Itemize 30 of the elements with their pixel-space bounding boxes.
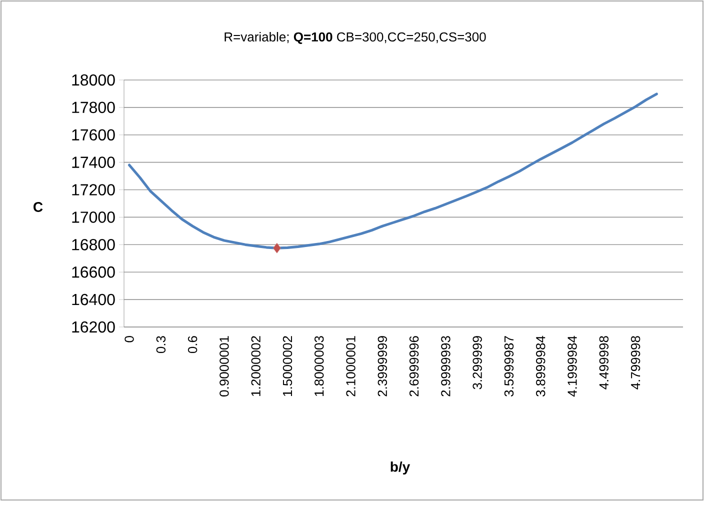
y-tick-label: 17400 (72, 156, 115, 168)
y-axis-title: C (34, 202, 43, 212)
y-tick-label: 17000 (72, 212, 115, 223)
y-tick-label: 16600 (72, 266, 115, 278)
y-tick-label: 18000 (72, 74, 115, 86)
x-tick-label: 1.5000002 (282, 336, 292, 396)
y-tick-label: 16800 (72, 238, 115, 250)
x-tick-label: 2.9999993 (441, 336, 450, 396)
y-tick-label: 17600 (72, 129, 115, 141)
x-tick-label: 1.8000003 (314, 336, 324, 396)
x-tick-label: 2.6999996 (409, 336, 419, 396)
x-tick-label: 0 (124, 336, 134, 342)
x-tick-label: 0.6 (188, 336, 198, 354)
x-tick-label: 3.5999987 (504, 336, 514, 396)
x-axis-title: b/y (390, 461, 410, 475)
y-tick-label: 16400 (72, 294, 115, 306)
x-tick-label: 4.799998 (630, 336, 640, 390)
y-tick-label: 17200 (72, 184, 115, 196)
x-tick-label: 4.1999984 (568, 336, 577, 397)
x-tick-label: 0.3 (156, 336, 166, 354)
x-tick-label: 0.9000001 (220, 336, 229, 396)
x-tick-label: 2.1000001 (346, 336, 356, 396)
x-tick-label: 3.299999 (472, 336, 482, 390)
x-tick-label: 3.8999984 (536, 336, 546, 396)
x-tick-label: 1.2000002 (251, 336, 260, 396)
y-tick-label: 16200 (72, 321, 115, 333)
x-tick-label: 2.3999999 (378, 336, 388, 396)
x-tick-label: 4.499998 (599, 336, 609, 390)
chart-title: R=variable; Q=100 CB=300,CC=250,CS=300 (224, 32, 486, 44)
y-tick-label: 17800 (72, 102, 115, 114)
